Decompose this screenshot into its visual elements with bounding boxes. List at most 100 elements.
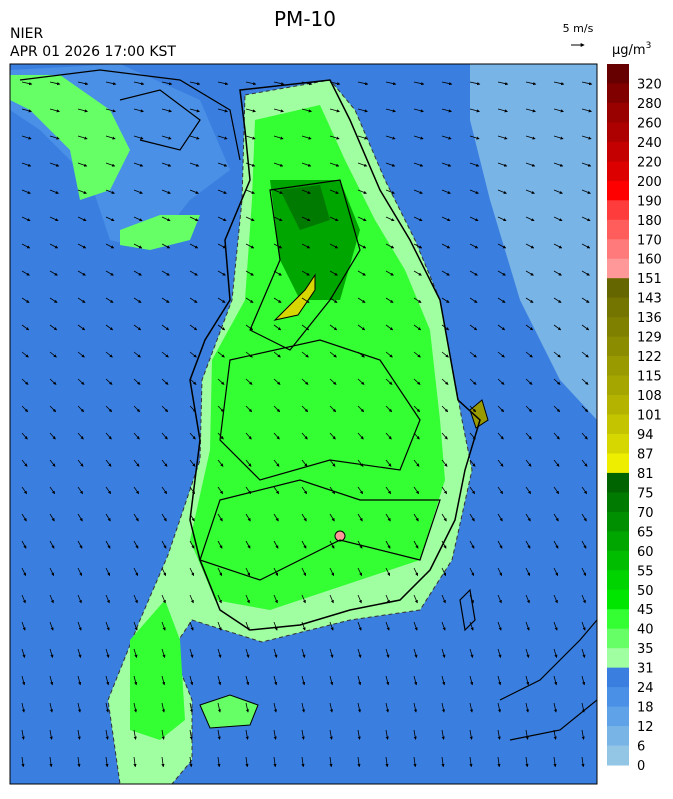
wind-arrow: [245, 297, 254, 303]
wind-arrow: [161, 567, 167, 577]
wind-arrow: [413, 216, 423, 222]
wind-arrow: [469, 135, 480, 140]
wind-arrow: [553, 540, 559, 549]
wind-arrow: [273, 513, 279, 522]
wind-arrow: [189, 270, 198, 276]
wind-arrow: [21, 270, 30, 276]
wind-arrow: [329, 675, 334, 686]
wind-arrow: [161, 135, 172, 140]
wind-arrow: [497, 486, 504, 495]
wind-arrow: [497, 297, 506, 303]
wind-arrow: [77, 270, 86, 276]
wind-arrow: [217, 729, 221, 740]
wind-arrow: [385, 648, 390, 659]
colorbar-label: 240: [637, 136, 662, 151]
colorbar-segment: [607, 726, 629, 747]
wind-arrow: [469, 432, 476, 440]
wind-arrow: [357, 729, 361, 740]
wind-arrow: [525, 297, 534, 303]
wind-arrow: [413, 675, 418, 686]
wind-arrow: [49, 216, 59, 222]
wind-arrow: [385, 675, 390, 686]
wind-arrow: [245, 540, 251, 549]
colorbar-label: 70: [637, 506, 654, 521]
wind-arrow: [413, 81, 425, 86]
wind-arrow: [329, 702, 333, 713]
wind-arrow: [161, 297, 170, 303]
wind-arrow: [217, 594, 222, 604]
wind-arrow: [525, 351, 533, 358]
colorbar-segment: [607, 161, 629, 182]
wind-arrow: [301, 567, 307, 577]
wind-arrow: [469, 297, 478, 303]
wind-arrow: [49, 243, 59, 249]
wind-arrow: [469, 189, 479, 194]
wind-arrow: [441, 648, 446, 659]
wind-arrow: [385, 135, 396, 140]
wind-arrow: [469, 675, 474, 686]
wind-arrow: [441, 351, 449, 358]
wind-arrow: [581, 729, 585, 740]
wind-arrow: [525, 621, 530, 631]
wind-arrow: [329, 270, 338, 276]
wind-arrow: [357, 675, 362, 686]
wind-arrow: [581, 162, 592, 167]
colorbar-segment: [607, 531, 629, 552]
wind-arrow: [273, 81, 285, 86]
wind-arrow: [105, 243, 115, 249]
wind-arrow: [357, 648, 362, 659]
wind-arrow: [77, 486, 84, 495]
wind-arrow: [357, 702, 361, 713]
wind-arrow: [217, 540, 223, 549]
wind-arrow: [301, 486, 308, 495]
wind-arrow: [217, 675, 222, 686]
wind-arrow: [133, 351, 141, 358]
wind-arrow: [553, 567, 559, 577]
wind-arrow: [245, 486, 252, 495]
wind-arrow: [189, 189, 199, 194]
wind-arrow: [21, 297, 30, 303]
wind-arrow: [581, 81, 593, 86]
colorbar-segment: [607, 745, 629, 766]
wind-arrow: [133, 189, 143, 194]
wind-arrow: [525, 189, 535, 194]
wind-arrow: [301, 729, 305, 740]
wind-arrow: [105, 162, 116, 167]
colorbar-label: 81: [637, 467, 654, 482]
wind-arrow: [525, 567, 531, 577]
wind-arrow: [133, 729, 137, 740]
wind-arrow: [21, 351, 29, 358]
wind-arrow: [441, 81, 453, 86]
colorbar-segment: [607, 356, 629, 377]
wind-arrow: [49, 108, 60, 113]
wind-arrow: [189, 81, 201, 86]
wind-arrow: [469, 729, 473, 740]
wind-arrow: [105, 135, 116, 140]
wind-arrow: [49, 756, 53, 768]
wind-arrow: [413, 378, 421, 385]
wind-arrow: [105, 459, 112, 467]
tail-land: [130, 600, 185, 740]
wind-arrow: [329, 297, 338, 303]
wind-arrow: [329, 594, 334, 604]
wind-arrow: [497, 540, 503, 549]
wind-arrow: [497, 756, 501, 768]
wind-arrow: [413, 405, 421, 413]
wind-arrow: [245, 648, 250, 659]
wind-arrow: [553, 189, 563, 194]
wind-arrow: [77, 378, 85, 385]
peak-land: [280, 185, 330, 230]
wind-arrow: [413, 540, 419, 549]
wind-arrow: [161, 270, 170, 276]
wind-arrow: [301, 648, 306, 659]
wind-arrow: [413, 189, 423, 194]
wind-arrow: [105, 405, 113, 413]
wind-arrow: [49, 135, 60, 140]
hotspot: [334, 530, 346, 542]
wind-arrow: [273, 594, 278, 604]
wind-arrow: [553, 675, 558, 686]
colorbar-segment: [607, 83, 629, 104]
wind-arrow: [413, 324, 422, 331]
wind-arrow: [301, 135, 312, 140]
wind-arrow: [161, 81, 173, 86]
